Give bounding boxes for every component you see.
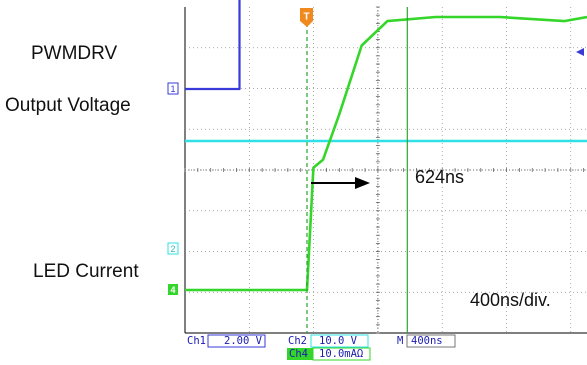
output-voltage-label: Output Voltage [5, 95, 131, 116]
delay-annotation: 624ns [415, 167, 464, 187]
pwmdrv-label: PWMDRV [31, 43, 118, 64]
ch1-trace [185, 0, 241, 91]
ch4-marker: 4 [168, 284, 178, 295]
ch1-marker-label: 1 [170, 84, 175, 94]
ch1-offscreen-arrow-icon [576, 48, 584, 56]
ch2-marker: 2 [167, 242, 179, 255]
ch4-name: Ch4 [289, 348, 308, 360]
ch1-marker: 1 [167, 82, 179, 95]
m-scale: 400ns [411, 335, 443, 347]
m-label: M [397, 335, 403, 347]
trigger-marker-label: T [303, 12, 309, 23]
status-bar: Ch1 2.00 V Ch2 10.0 V M 400ns Ch4 10.0mA… [187, 334, 456, 361]
ch2-name: Ch2 [288, 335, 307, 347]
traces [185, 0, 587, 292]
ch4-trace [185, 15, 587, 292]
timebase-annotation: 400ns/div. [470, 290, 551, 310]
ch1-scale: 2.00 V [224, 335, 263, 347]
graticule [184, 6, 587, 334]
ch2-marker-label: 2 [170, 244, 175, 254]
delay-arrow [311, 177, 370, 189]
ch2-scale: 10.0 V [319, 335, 358, 347]
led-current-label: LED Current [33, 261, 139, 282]
ch4-marker-label: 4 [170, 285, 175, 295]
ch4-scale: 10.0mAΩ [319, 348, 363, 360]
ch1-name: Ch1 [187, 335, 206, 347]
trigger-marker: T [300, 8, 313, 27]
